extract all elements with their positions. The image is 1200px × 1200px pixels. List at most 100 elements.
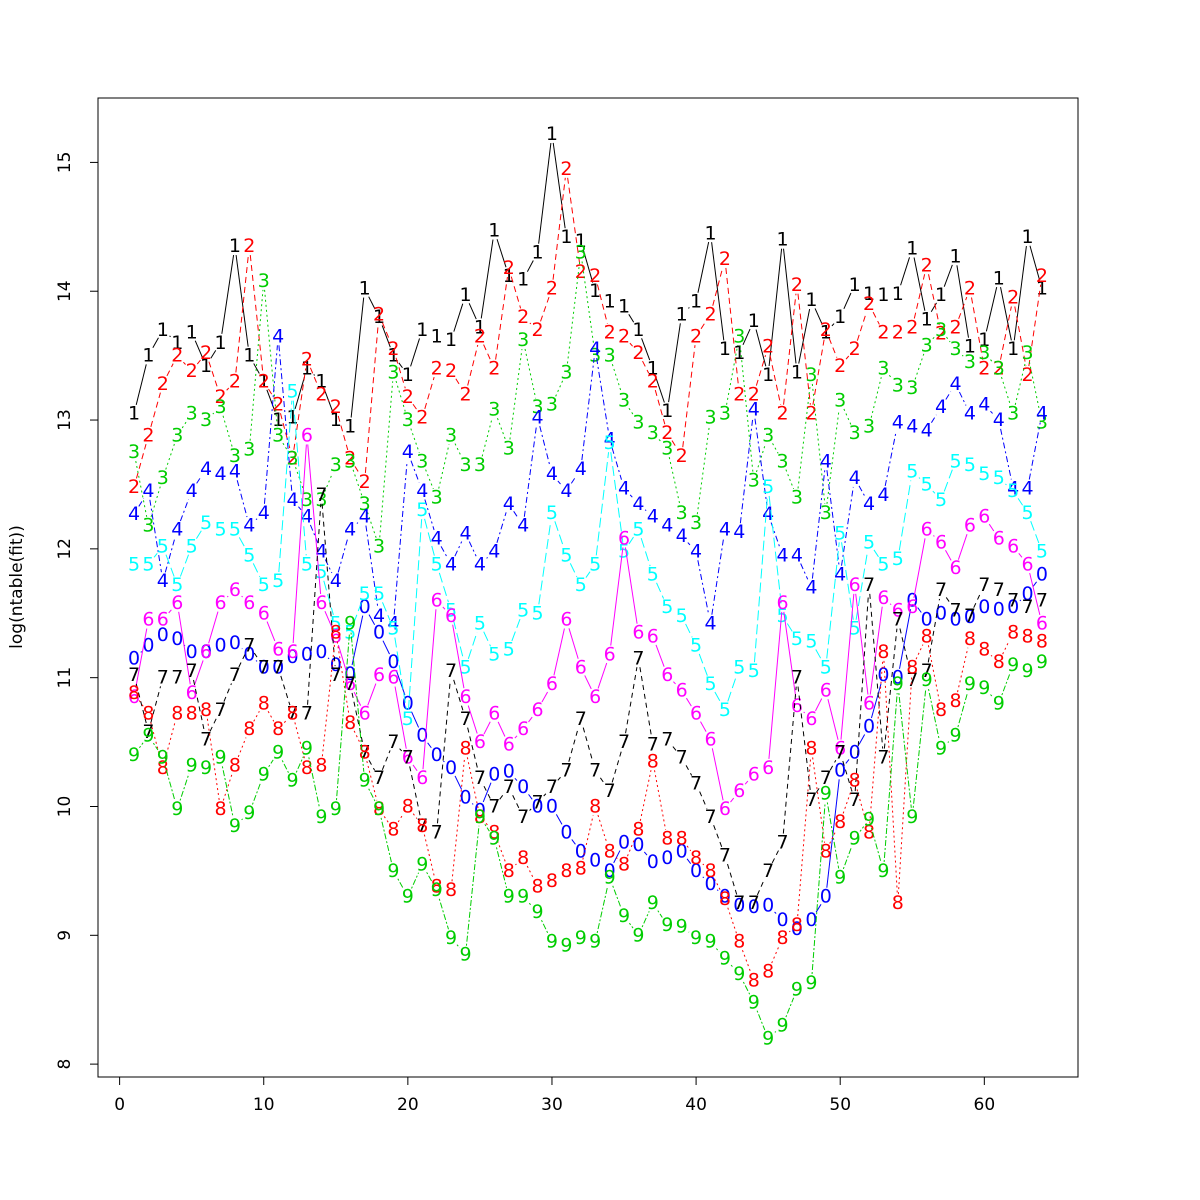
series-3-segment: [496, 417, 507, 441]
series-4-point: 4: [560, 480, 572, 502]
series-6-point: 6: [733, 780, 745, 802]
series-7-segment: [436, 680, 451, 824]
series-9-point: 9: [863, 808, 875, 830]
series-5-segment: [610, 452, 624, 543]
series-4-point: 4: [186, 480, 198, 502]
series-9-point: 9: [906, 806, 918, 828]
series-6-point: 6: [805, 708, 817, 730]
series-1-point: 1: [1007, 338, 1019, 360]
series-8-point: 8: [748, 969, 760, 991]
series-6-point: 6: [445, 605, 457, 627]
series-9-segment: [308, 757, 321, 809]
series-6-point: 6: [373, 664, 385, 686]
series-3-point: 3: [949, 338, 961, 360]
series-6-segment: [700, 721, 707, 732]
series-8-point: 8: [964, 628, 976, 650]
series-0-segment: [716, 889, 719, 892]
series-1-point: 1: [777, 229, 789, 251]
series-2-segment: [268, 388, 274, 398]
series-1-segment: [381, 325, 391, 348]
series-1-segment: [582, 249, 594, 283]
series-0-point: 0: [474, 799, 486, 821]
series-5-segment: [826, 542, 840, 659]
series-2-point: 2: [704, 303, 716, 325]
series-1-point: 1: [719, 338, 731, 360]
series-0-point: 0: [820, 886, 832, 908]
series-3-point: 3: [315, 489, 327, 511]
series-5-point: 5: [344, 622, 356, 644]
series-4-segment: [697, 560, 710, 615]
series-9-segment: [426, 872, 433, 883]
series-3-point: 3: [877, 358, 889, 380]
series-6-segment: [815, 698, 823, 712]
series-5-segment: [438, 572, 449, 603]
series-0-segment: [482, 782, 492, 803]
series-8-segment: [383, 816, 389, 823]
series-2-segment: [712, 267, 724, 306]
series-7-point: 7: [445, 660, 457, 682]
series-5-point: 5: [560, 544, 572, 566]
series-1-point: 1: [416, 319, 428, 341]
series-5-segment: [511, 618, 521, 642]
series-6-segment: [655, 644, 665, 667]
series-7-segment: [135, 683, 147, 724]
series-2-segment: [1028, 284, 1042, 367]
series-7-segment: [209, 717, 218, 732]
series-5-point: 5: [431, 553, 443, 575]
series-8-segment: [771, 945, 780, 964]
series-7-point: 7: [1036, 589, 1048, 611]
series-9-point: 9: [618, 905, 630, 927]
series-4-point: 4: [935, 396, 947, 418]
series-0-point: 0: [690, 860, 702, 882]
series-8-point: 8: [258, 692, 270, 714]
series-4-point: 4: [1007, 477, 1019, 499]
series-8-point: 8: [892, 892, 904, 914]
series-5-segment: [943, 469, 953, 492]
series-5-point: 5: [949, 450, 961, 472]
series-6-segment: [730, 797, 735, 803]
series-3-segment: [946, 336, 951, 343]
series-8-point: 8: [186, 703, 198, 725]
series-3-point: 3: [733, 325, 745, 347]
series-6-point: 6: [243, 592, 255, 614]
series-9-segment: [928, 688, 940, 740]
series-1-segment: [742, 328, 751, 346]
series-7-segment: [854, 593, 869, 792]
series-8-point: 8: [834, 811, 846, 833]
series-4-point: 4: [834, 564, 846, 586]
series-7-point: 7: [777, 832, 789, 854]
series-1-segment: [913, 257, 926, 311]
series-3-point: 3: [618, 390, 630, 412]
series-2-point: 2: [330, 396, 342, 418]
series-6-point: 6: [344, 673, 356, 695]
series-4-segment: [236, 480, 248, 518]
series-0-point: 0: [733, 895, 745, 917]
series-4-point: 4: [1036, 403, 1048, 425]
series-1-point: 1: [921, 309, 933, 331]
series-7-point: 7: [128, 664, 140, 686]
series-4-segment: [424, 499, 435, 531]
series-2-point: 2: [517, 306, 529, 328]
series-9-point: 9: [1036, 651, 1048, 673]
series-2-point: 2: [632, 342, 644, 364]
series-7-point: 7: [229, 664, 241, 686]
series-7-point: 7: [647, 734, 659, 756]
series-5-segment: [640, 537, 651, 567]
series-1-segment: [755, 329, 767, 367]
series-8-point: 8: [431, 875, 443, 897]
series-0-point: 0: [287, 646, 299, 668]
series-9-point: 9: [171, 798, 183, 820]
series-8-point: 8: [632, 819, 644, 841]
series-6-segment: [528, 716, 533, 723]
series-6-segment: [744, 780, 749, 785]
series-5-segment: [1017, 498, 1024, 506]
series-6-point: 6: [287, 641, 299, 663]
series-4-segment: [629, 494, 633, 498]
series-1-segment: [985, 286, 998, 332]
series-6-segment: [711, 748, 724, 801]
series-6-point: 6: [214, 592, 226, 614]
series-2-point: 2: [863, 293, 875, 315]
series-8-point: 8: [315, 754, 327, 776]
series-1-segment: [313, 374, 316, 376]
